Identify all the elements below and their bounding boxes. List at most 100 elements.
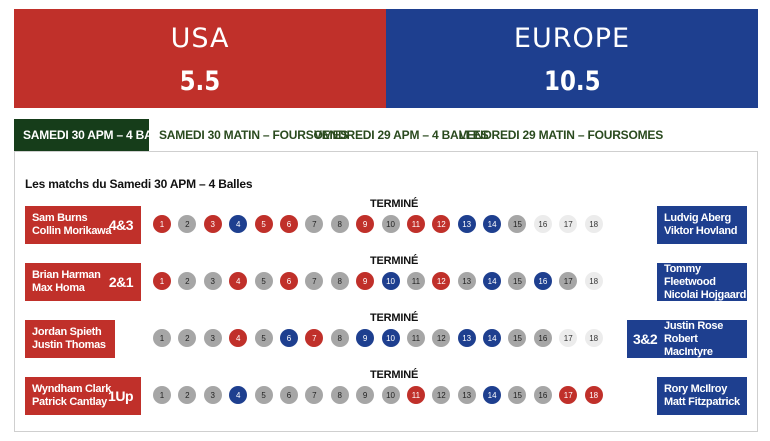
hole-marker: 8 <box>330 272 349 290</box>
hole-marker: 4 <box>229 329 248 347</box>
matches-panel: Les matchs du Samedi 30 APM – 4 Balles T… <box>14 151 758 432</box>
hole-marker: 7 <box>305 386 324 404</box>
tab-vendredi-apm[interactable]: VENDREDI 29 APM – 4 BALLES <box>314 128 489 142</box>
hole-marker: 9 <box>356 215 375 233</box>
hole-marker: 12 <box>432 386 451 404</box>
hole-marker: 16 <box>533 329 552 347</box>
hole-marker: 6 <box>279 215 298 233</box>
hole-marker: 15 <box>508 215 527 233</box>
hole-marker: 16 <box>533 386 552 404</box>
usa-player-name: Collin Morikawa <box>32 225 112 237</box>
hole-marker: 1 <box>153 386 171 404</box>
hole-marker: 10 <box>381 215 400 233</box>
hole-marker: 16 <box>533 272 552 290</box>
hole-marker: 9 <box>356 329 375 347</box>
hole-marker: 10 <box>381 386 400 404</box>
team-usa-name: USA <box>170 23 230 54</box>
hole-marker: 8 <box>330 329 349 347</box>
hole-marker: 9 <box>356 386 375 404</box>
match-result: 1Up <box>108 388 133 404</box>
hole-marker: 5 <box>254 329 273 347</box>
team-europe-panel: EUROPE 10.5 <box>386 9 758 108</box>
hole-marker: 13 <box>457 386 476 404</box>
hole-marker: 13 <box>457 272 476 290</box>
hole-marker: 11 <box>406 329 425 347</box>
hole-marker: 7 <box>305 329 324 347</box>
europe-player-name: Robert MacIntyre <box>664 332 713 358</box>
hole-marker: 17 <box>559 386 578 404</box>
match-row: TERMINÉ Sam Burns Collin Morikawa 4&3 1 2 3 4 5 6… <box>15 198 757 246</box>
hole-track: 1 2 3 4 5 6 7 8 9 10 11 12 13 14 15 16 17 18 <box>153 386 610 404</box>
tab-samedi-matin[interactable]: SAMEDI 30 MATIN – FOURSOMES <box>159 128 349 142</box>
match-status: TERMINÉ <box>370 255 419 267</box>
hole-marker: 2 <box>178 272 197 290</box>
hole-marker: 7 <box>305 215 324 233</box>
match-row: TERMINÉ Jordan Spieth Justin Thomas 1 2 3 4 5 6 7… <box>15 312 757 360</box>
hole-marker: 8 <box>330 386 349 404</box>
tab-vendredi-matin[interactable]: VENDREDI 29 MATIN – FOURSOMES <box>459 128 664 142</box>
hole-marker: 8 <box>330 215 349 233</box>
hole-marker: 2 <box>178 215 197 233</box>
hole-marker: 5 <box>254 386 273 404</box>
europe-player-name: Matt Fitzpatrick <box>664 396 740 408</box>
europe-pair: Tommy Fleetwood Nicolai Hojgaard <box>657 263 747 301</box>
usa-player-name: Jordan Spieth <box>32 326 102 338</box>
hole-marker: 1 <box>153 329 171 347</box>
hole-marker: 13 <box>457 329 476 347</box>
europe-pair: 3&2 Justin Rose Robert MacIntyre <box>627 320 747 358</box>
hole-marker: 2 <box>178 329 197 347</box>
europe-pair: Ludvig Aberg Viktor Hovland <box>657 206 747 244</box>
europe-player-name: Ludvig Aberg <box>664 212 731 224</box>
hole-marker: 5 <box>254 272 273 290</box>
hole-marker: 17 <box>559 329 578 347</box>
hole-marker: 11 <box>406 215 425 233</box>
team-europe-score: 10.5 <box>543 66 601 97</box>
hole-track: 1 2 3 4 5 6 7 8 9 10 11 12 13 14 15 16 17 18 <box>153 329 610 347</box>
match-row: TERMINÉ Brian Harman Max Homa 2&1 1 2 3 4 5 6 7 8 9 1… <box>15 255 757 303</box>
hole-marker: 1 <box>153 272 171 290</box>
hole-marker: 11 <box>406 272 425 290</box>
tab-samedi-apm[interactable]: SAMEDI 30 APM – 4 BALLES <box>14 119 183 151</box>
hole-marker: 4 <box>229 386 248 404</box>
usa-pair: Sam Burns Collin Morikawa 4&3 <box>25 206 141 244</box>
hole-track: 1 2 3 4 5 6 7 8 9 10 11 12 13 14 15 16 17 18 <box>153 215 610 233</box>
hole-marker: 12 <box>432 329 451 347</box>
usa-player-name: Brian Harman <box>32 269 101 281</box>
europe-player-name: Nicolai Hojgaard <box>664 288 746 301</box>
hole-marker: 10 <box>381 329 400 347</box>
hole-track: 1 2 3 4 5 6 7 8 9 10 11 12 13 14 15 16 17 18 <box>153 272 610 290</box>
match-row: TERMINÉ Wyndham Clark Patrick Cantlay 1Up 1 2… <box>15 369 757 417</box>
hole-marker: 7 <box>305 272 324 290</box>
hole-marker: 11 <box>406 386 425 404</box>
match-status: TERMINÉ <box>370 198 419 210</box>
hole-marker: 15 <box>508 329 527 347</box>
hole-marker: 1 <box>153 215 171 233</box>
hole-marker: 6 <box>279 329 298 347</box>
match-result: 4&3 <box>108 217 134 233</box>
hole-marker: 2 <box>178 386 197 404</box>
match-status: TERMINÉ <box>370 369 419 381</box>
hole-marker: 14 <box>483 272 502 290</box>
usa-player-name: Wyndham Clark <box>32 383 112 395</box>
usa-player-name: Justin Thomas <box>32 339 106 351</box>
hole-marker: 4 <box>229 272 248 290</box>
usa-player-name: Patrick Cantlay <box>32 396 107 408</box>
scoreboard: USA 5.5 EUROPE 10.5 <box>14 9 758 108</box>
hole-marker: 15 <box>508 386 527 404</box>
usa-player-name: Sam Burns <box>32 212 88 224</box>
hole-marker: 3 <box>203 386 222 404</box>
hole-marker: 18 <box>584 215 603 233</box>
hole-marker: 5 <box>254 215 273 233</box>
hole-marker: 6 <box>279 272 298 290</box>
hole-marker: 3 <box>203 272 222 290</box>
hole-marker: 15 <box>508 272 527 290</box>
hole-marker: 16 <box>533 215 552 233</box>
europe-player-name: Rory McIlroy <box>664 383 728 395</box>
team-usa-panel: USA 5.5 <box>14 9 386 108</box>
hole-marker: 12 <box>432 272 451 290</box>
hole-marker: 9 <box>356 272 375 290</box>
hole-marker: 18 <box>584 272 603 290</box>
match-result: 3&2 <box>633 331 658 347</box>
hole-marker: 4 <box>229 215 248 233</box>
hole-marker: 3 <box>203 329 222 347</box>
